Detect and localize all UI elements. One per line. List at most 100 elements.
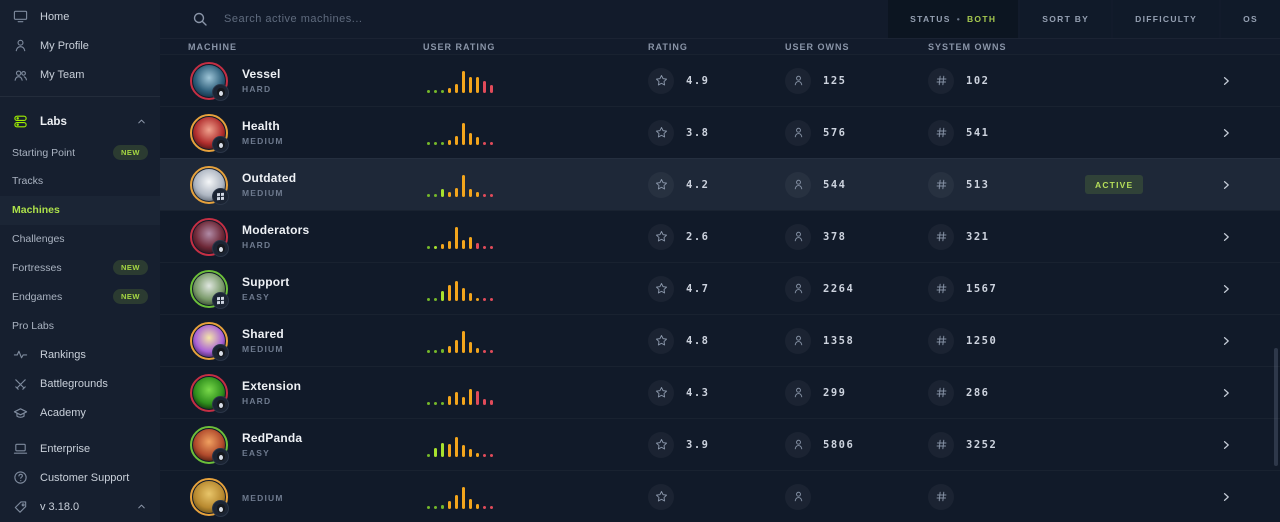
- machine-row[interactable]: Outdated MEDIUM 4.2 544 513 ACTIVE: [160, 158, 1280, 210]
- scrollbar[interactable]: [1274, 348, 1278, 466]
- machine-text: Extension HARD: [242, 379, 301, 406]
- filter-button-status[interactable]: STATUS • BOTH: [888, 0, 1019, 38]
- laptop-icon: [12, 441, 28, 457]
- row-chevron-icon[interactable]: [1198, 127, 1254, 139]
- sidebar-item-customer-support[interactable]: Customer Support: [0, 463, 160, 492]
- machine-difficulty: HARD: [242, 240, 272, 250]
- user-rating-chart: [423, 485, 648, 509]
- machine-difficulty: HARD: [242, 84, 272, 94]
- rating-bar: [476, 76, 479, 93]
- machine-cell: Moderators HARD: [188, 217, 423, 257]
- machine-row[interactable]: MEDIUM: [160, 470, 1280, 522]
- machine-name: Moderators: [242, 223, 310, 237]
- user-owns-cell: 299: [785, 379, 928, 406]
- machine-row[interactable]: Extension HARD 4.3 299 286: [160, 366, 1280, 418]
- sidebar-item-starting-point[interactable]: Starting Point NEW: [0, 138, 160, 167]
- penguin-glyph: [216, 399, 225, 409]
- stat-value: 544: [823, 178, 847, 191]
- rating-bar: [427, 297, 430, 301]
- sidebar-item-pro-labs[interactable]: Pro Labs: [0, 311, 160, 340]
- machine-name: Shared: [242, 327, 284, 341]
- sidebar-item-challenges[interactable]: Challenges: [0, 225, 160, 254]
- rating-cell: 4.9: [648, 67, 785, 94]
- filter-bar: STATUS • BOTH SORT BY DIFFICULTY OS: [888, 0, 1280, 38]
- machine-row[interactable]: RedPanda EASY 3.9 5806 3252: [160, 418, 1280, 470]
- user-owns-cell: 1358: [785, 327, 928, 354]
- sidebar-item-label: My Team: [40, 69, 85, 82]
- row-chevron-icon[interactable]: [1198, 335, 1254, 347]
- sidebar-item-v-3-18-0[interactable]: v 3.18.0: [0, 493, 160, 522]
- rating-bar: [448, 443, 451, 457]
- sidebar-item-machines[interactable]: Machines: [0, 195, 160, 225]
- rating-bar: [441, 504, 444, 509]
- row-chevron-icon[interactable]: [1198, 283, 1254, 295]
- stat-value: 4.3: [686, 386, 710, 399]
- rating-bar: [469, 236, 472, 249]
- sidebar-item-my-profile[interactable]: My Profile: [0, 31, 160, 60]
- person-icon: [785, 483, 811, 510]
- row-chevron-icon[interactable]: [1198, 387, 1254, 399]
- stat-value: 4.7: [686, 282, 710, 295]
- row-chevron-icon[interactable]: [1198, 75, 1254, 87]
- rating-bar: [483, 141, 486, 145]
- user-rating-chart: [423, 173, 648, 197]
- rating-bar: [455, 280, 458, 301]
- row-chevron-icon[interactable]: [1198, 491, 1254, 503]
- machine-cell: Extension HARD: [188, 373, 423, 413]
- machine-name: Outdated: [242, 171, 297, 185]
- rating-bar: [448, 500, 451, 509]
- machine-avatar: [190, 321, 229, 361]
- machine-name: Health: [242, 119, 280, 133]
- system-owns-cell: 286: [928, 379, 1078, 406]
- sidebar-item-battlegrounds[interactable]: Battlegrounds: [0, 369, 160, 398]
- penguin-glyph: [216, 503, 225, 513]
- sidebar-item-academy[interactable]: Academy: [0, 399, 160, 428]
- sidebar-item-endgames[interactable]: Endgames NEW: [0, 282, 160, 311]
- machine-name: Vessel: [242, 67, 281, 81]
- sidebar-item-label: Home: [40, 10, 70, 23]
- linux-icon: [212, 239, 229, 257]
- user-rating-chart: [423, 277, 648, 301]
- machine-row[interactable]: Support EASY 4.7 2264 1567: [160, 262, 1280, 314]
- stat-value: 1567: [966, 282, 998, 295]
- machine-avatar: [190, 113, 229, 153]
- machine-row[interactable]: Moderators HARD 2.6 378 321: [160, 210, 1280, 262]
- user-rating-chart: [423, 433, 648, 457]
- sidebar-item-enterprise[interactable]: Enterprise: [0, 434, 160, 463]
- filter-button-sort-by[interactable]: SORT BY: [1020, 0, 1112, 38]
- sidebar-item-tracks[interactable]: Tracks: [0, 167, 160, 196]
- user-icon: [12, 38, 28, 54]
- sidebar-item-my-team[interactable]: My Team: [0, 61, 160, 90]
- machine-row[interactable]: Vessel HARD 4.9 125 102: [160, 54, 1280, 106]
- machine-cell: Shared MEDIUM: [188, 321, 423, 361]
- machine-row[interactable]: Health MEDIUM 3.8 576 541: [160, 106, 1280, 158]
- machine-cell: Support EASY: [188, 269, 423, 309]
- row-chevron-icon[interactable]: [1198, 231, 1254, 243]
- sidebar-item-home[interactable]: Home: [0, 2, 160, 31]
- sidebar-item-fortresses[interactable]: Fortresses NEW: [0, 254, 160, 283]
- hash-icon: [928, 327, 954, 354]
- row-chevron-icon[interactable]: [1198, 179, 1254, 191]
- stat-value: 321: [966, 230, 990, 243]
- system-owns-cell: [928, 483, 1078, 510]
- rating-bar: [483, 505, 486, 509]
- machine-text: Moderators HARD: [242, 223, 309, 250]
- system-owns-cell: 102: [928, 67, 1078, 94]
- rating-bar: [441, 290, 444, 301]
- machine-row[interactable]: Shared MEDIUM 4.8 1358 1250: [160, 314, 1280, 366]
- row-chevron-icon[interactable]: [1198, 439, 1254, 451]
- sidebar-item-label: Enterprise: [40, 442, 91, 455]
- filter-button-os[interactable]: OS: [1221, 0, 1280, 38]
- sidebar-item-labs[interactable]: Labs: [0, 105, 160, 138]
- sidebar-item-rankings[interactable]: Rankings: [0, 340, 160, 369]
- rating-cell: 4.8: [648, 327, 785, 354]
- rating-bar: [427, 401, 430, 405]
- stat-value: 299: [823, 386, 847, 399]
- stat-value: 576: [823, 126, 847, 139]
- search-input[interactable]: [222, 12, 526, 26]
- rating-bar: [469, 292, 472, 301]
- rating-bar: [490, 453, 493, 457]
- rating-bar: [490, 245, 493, 249]
- user-owns-cell: 5806: [785, 431, 928, 458]
- filter-button-difficulty[interactable]: DIFFICULTY: [1113, 0, 1220, 38]
